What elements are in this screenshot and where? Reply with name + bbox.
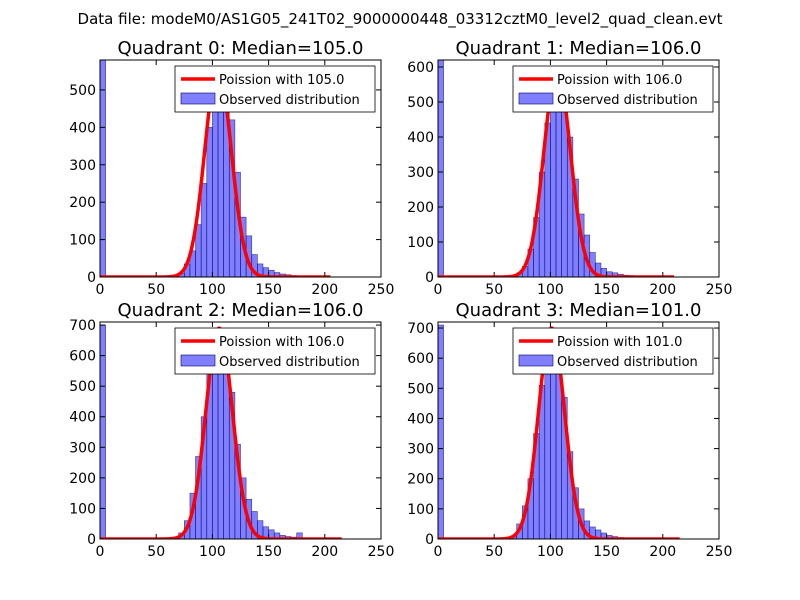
x-tick-label: 0 [434, 544, 443, 560]
legend-box [174, 65, 376, 113]
x-tick-label: 150 [593, 282, 620, 298]
subplot-quadrant-0: 0 50 100 150 200 250 0 100 200 300 400 500 Quadrant … [69, 38, 394, 298]
histogram-bar [544, 345, 551, 539]
suptitle: Data file: modeM0/AS1G05_241T02_90000004… [78, 10, 723, 29]
subplot-title: Quadrant 2: Median=106.0 [118, 300, 364, 321]
y-tick-label: 0 [87, 532, 96, 548]
x-tick-label: 150 [593, 544, 620, 560]
histogram-bar [100, 324, 106, 539]
x-tick-label: 100 [537, 282, 564, 298]
y-tick-label: 100 [69, 233, 96, 249]
histogram-bar [550, 87, 557, 277]
histogram-bar [200, 183, 208, 277]
x-tick-label: 0 [434, 282, 443, 298]
legend-entry-observed: Observed distribution [557, 355, 698, 370]
x-tick-label: 100 [537, 544, 564, 560]
legend-box [512, 327, 714, 375]
x-tick-label: 50 [147, 282, 165, 298]
legend: Poission with 106.0 Observed distribution [512, 65, 714, 113]
legend-entry-poisson: Poission with 101.0 [557, 335, 682, 350]
y-tick-label: 400 [407, 130, 434, 146]
histogram-bar [438, 60, 444, 277]
y-tick-label: 0 [425, 270, 434, 286]
y-tick-label: 300 [69, 158, 96, 174]
legend-entry-observed: Observed distribution [557, 93, 698, 108]
y-tick-label: 100 [407, 235, 434, 251]
y-tick-label: 400 [69, 120, 96, 136]
y-tick-label: 0 [425, 532, 434, 548]
y-tick-label: 600 [407, 351, 434, 367]
subplot-quadrant-1: 0 50 100 150 200 250 0 100 200 300 400 500 600 Quadra… [407, 38, 732, 298]
y-tick-label: 100 [407, 502, 434, 518]
x-tick-label: 50 [147, 544, 165, 560]
legend: Poission with 101.0 Observed distribution [512, 327, 714, 375]
x-tick-label: 150 [255, 282, 282, 298]
y-tick-label: 300 [69, 440, 96, 456]
subplot-grid: 0 50 100 150 200 2500100200300400500Quadrant … [69, 38, 732, 560]
y-tick-label: 200 [407, 200, 434, 216]
legend-box [174, 327, 376, 375]
legend-bar-swatch [180, 92, 216, 105]
legend-entry-poisson: Poission with 105.0 [219, 73, 344, 88]
y-tick-label: 500 [407, 381, 434, 397]
histogram-bar [438, 324, 444, 539]
x-tick-label: 50 [485, 544, 503, 560]
y-tick-label: 200 [407, 472, 434, 488]
subplot-quadrant-2: 0 50 100 150 200 250 0 100 200 300 400 500 600 700 Qua… [69, 300, 394, 560]
y-tick-label: 500 [407, 95, 434, 111]
axes-frame [437, 321, 720, 540]
x-tick-label: 200 [649, 282, 676, 298]
x-tick-label: 200 [311, 544, 338, 560]
axes-frame [437, 59, 720, 278]
x-tick-label: 0 [96, 282, 105, 298]
legend-bar-swatch [180, 354, 216, 367]
y-tick-label: 500 [69, 379, 96, 395]
x-tick-label: 100 [199, 544, 226, 560]
axes-frame [99, 321, 382, 540]
legend-bar-swatch [518, 354, 554, 367]
y-tick-label: 700 [407, 321, 434, 337]
y-tick-label: 700 [69, 318, 96, 334]
y-tick-label: 0 [87, 270, 96, 286]
y-tick-label: 400 [407, 411, 434, 427]
legend-bar-swatch [518, 92, 554, 105]
x-tick-label: 250 [706, 544, 733, 560]
x-tick-label: 200 [311, 282, 338, 298]
x-tick-label: 250 [706, 282, 733, 298]
histogram-bar [296, 532, 303, 539]
y-tick-label: 400 [69, 410, 96, 426]
legend: Poission with 105.0 Observed distribution [174, 65, 376, 113]
y-tick-label: 200 [69, 195, 96, 211]
y-tick-label: 600 [69, 349, 96, 365]
legend-entry-observed: Observed distribution [219, 93, 360, 108]
legend-entry-poisson: Poission with 106.0 [219, 335, 344, 350]
subplot-title: Quadrant 0: Median=105.0 [118, 38, 364, 59]
axes-frame [99, 59, 382, 278]
histogram-bar [212, 85, 219, 277]
subplot-title: Quadrant 1: Median=106.0 [456, 38, 702, 59]
x-tick-label: 100 [199, 282, 226, 298]
y-tick-label: 200 [69, 471, 96, 487]
x-tick-label: 250 [368, 282, 395, 298]
histogram-bar [100, 60, 106, 277]
legend-box [512, 65, 714, 113]
y-tick-label: 100 [69, 501, 96, 517]
subplot-quadrant-3: 0 50 100 150 200 250 0 100 200 300 400 500 600 700 Qua… [407, 300, 732, 560]
y-tick-label: 300 [407, 165, 434, 181]
x-tick-label: 250 [368, 544, 395, 560]
x-tick-label: 200 [649, 544, 676, 560]
subplot-title: Quadrant 3: Median=101.0 [456, 300, 702, 321]
y-tick-label: 600 [407, 60, 434, 76]
legend: Poission with 106.0 Observed distribution [174, 327, 376, 375]
x-tick-label: 150 [255, 544, 282, 560]
y-tick-label: 300 [407, 442, 434, 458]
legend-entry-poisson: Poission with 106.0 [557, 73, 682, 88]
histogram-bar [206, 127, 213, 277]
legend-entry-observed: Observed distribution [219, 355, 360, 370]
x-tick-label: 0 [96, 544, 105, 560]
x-tick-label: 50 [485, 282, 503, 298]
y-tick-label: 500 [69, 83, 96, 99]
